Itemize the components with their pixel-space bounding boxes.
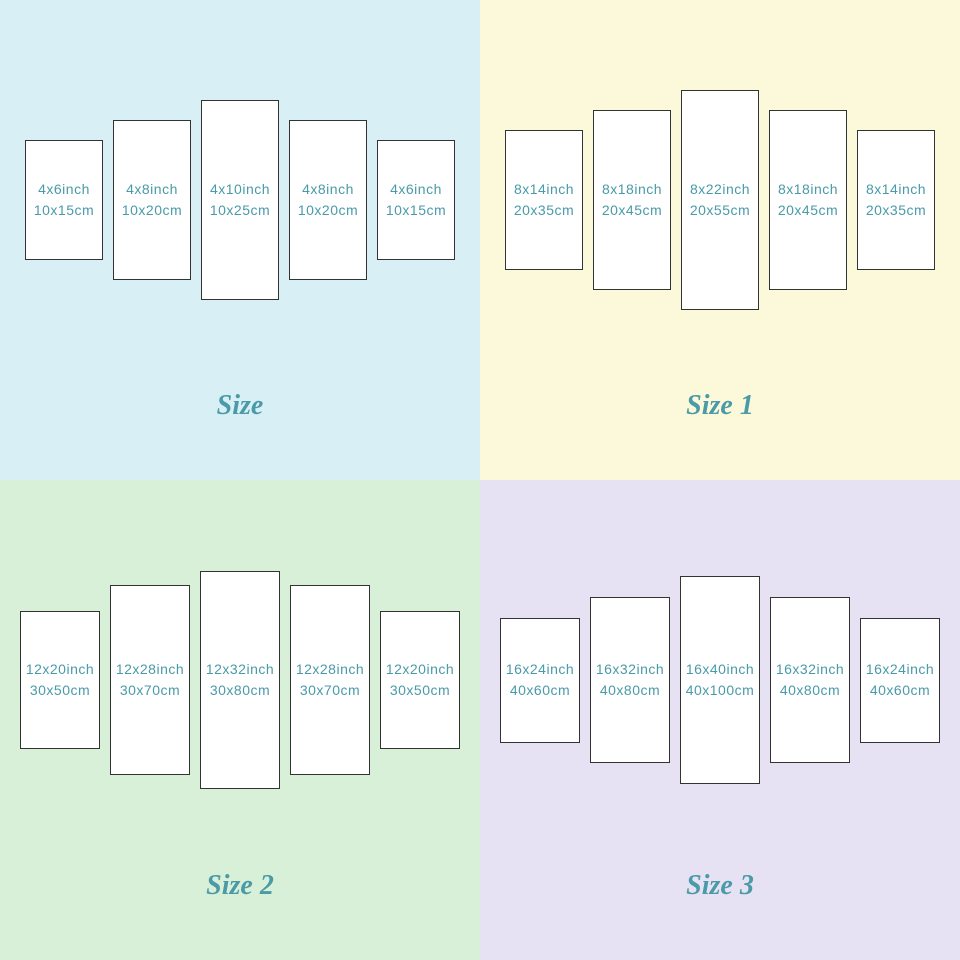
panel-inch-label: 8x18inch xyxy=(602,179,662,200)
panels-row: 12x20inch30x50cm12x28inch30x70cm12x32inc… xyxy=(20,540,460,820)
panel-inch-label: 16x24inch xyxy=(506,659,574,680)
panel-cm-label: 30x70cm xyxy=(300,680,360,701)
panel-1: 12x28inch30x70cm xyxy=(110,585,190,775)
panel-0: 8x14inch20x35cm xyxy=(505,130,583,270)
panel-cm-label: 10x15cm xyxy=(386,200,446,221)
panel-cm-label: 20x45cm xyxy=(778,200,838,221)
panel-2: 12x32inch30x80cm xyxy=(200,571,280,789)
panel-4: 4x6inch10x15cm xyxy=(377,140,455,260)
size-quadrant-1: 8x14inch20x35cm8x18inch20x45cm8x22inch20… xyxy=(480,0,960,480)
panels-row: 4x6inch10x15cm4x8inch10x20cm4x10inch10x2… xyxy=(25,60,455,340)
panel-inch-label: 12x28inch xyxy=(116,659,184,680)
panel-cm-label: 30x70cm xyxy=(120,680,180,701)
panel-cm-label: 20x35cm xyxy=(866,200,926,221)
size-quadrant-3: 16x24inch40x60cm16x32inch40x80cm16x40inc… xyxy=(480,480,960,960)
panel-4: 12x20inch30x50cm xyxy=(380,611,460,749)
panel-3: 12x28inch30x70cm xyxy=(290,585,370,775)
panel-2: 4x10inch10x25cm xyxy=(201,100,279,300)
panel-cm-label: 30x50cm xyxy=(390,680,450,701)
panel-2: 8x22inch20x55cm xyxy=(681,90,759,310)
panel-inch-label: 16x32inch xyxy=(596,659,664,680)
panel-cm-label: 40x100cm xyxy=(686,680,755,701)
panel-1: 16x32inch40x80cm xyxy=(590,597,670,763)
panel-cm-label: 20x45cm xyxy=(602,200,662,221)
panel-cm-label: 10x25cm xyxy=(210,200,270,221)
panel-inch-label: 8x14inch xyxy=(866,179,926,200)
panel-cm-label: 40x80cm xyxy=(600,680,660,701)
panels-row: 16x24inch40x60cm16x32inch40x80cm16x40inc… xyxy=(500,540,940,820)
panel-inch-label: 8x14inch xyxy=(514,179,574,200)
panel-2: 16x40inch40x100cm xyxy=(680,576,760,784)
panel-3: 8x18inch20x45cm xyxy=(769,110,847,290)
panel-cm-label: 30x80cm xyxy=(210,680,270,701)
panel-0: 12x20inch30x50cm xyxy=(20,611,100,749)
panel-inch-label: 4x8inch xyxy=(302,179,354,200)
size-quadrant-0: 4x6inch10x15cm4x8inch10x20cm4x10inch10x2… xyxy=(0,0,480,480)
panel-inch-label: 16x40inch xyxy=(686,659,754,680)
panel-1: 4x8inch10x20cm xyxy=(113,120,191,280)
panel-3: 16x32inch40x80cm xyxy=(770,597,850,763)
size-title: Size 2 xyxy=(206,870,274,902)
panel-cm-label: 10x20cm xyxy=(122,200,182,221)
panel-inch-label: 12x32inch xyxy=(206,659,274,680)
panel-cm-label: 30x50cm xyxy=(30,680,90,701)
panel-inch-label: 16x24inch xyxy=(866,659,934,680)
panel-cm-label: 20x55cm xyxy=(690,200,750,221)
panels-row: 8x14inch20x35cm8x18inch20x45cm8x22inch20… xyxy=(505,60,935,340)
panel-cm-label: 40x60cm xyxy=(870,680,930,701)
panel-cm-label: 10x15cm xyxy=(34,200,94,221)
panel-inch-label: 8x18inch xyxy=(778,179,838,200)
size-title: Size 1 xyxy=(686,390,754,422)
panel-4: 8x14inch20x35cm xyxy=(857,130,935,270)
panel-cm-label: 40x60cm xyxy=(510,680,570,701)
panel-inch-label: 4x6inch xyxy=(38,179,90,200)
panel-0: 16x24inch40x60cm xyxy=(500,618,580,743)
panel-cm-label: 10x20cm xyxy=(298,200,358,221)
panel-inch-label: 8x22inch xyxy=(690,179,750,200)
size-title: Size xyxy=(217,390,264,422)
panel-3: 4x8inch10x20cm xyxy=(289,120,367,280)
size-title: Size 3 xyxy=(686,870,754,902)
panel-1: 8x18inch20x45cm xyxy=(593,110,671,290)
panel-inch-label: 12x20inch xyxy=(26,659,94,680)
panel-inch-label: 16x32inch xyxy=(776,659,844,680)
panel-cm-label: 20x35cm xyxy=(514,200,574,221)
panel-cm-label: 40x80cm xyxy=(780,680,840,701)
panel-inch-label: 4x10inch xyxy=(210,179,270,200)
panel-4: 16x24inch40x60cm xyxy=(860,618,940,743)
panel-0: 4x6inch10x15cm xyxy=(25,140,103,260)
panel-inch-label: 4x8inch xyxy=(126,179,178,200)
panel-inch-label: 12x28inch xyxy=(296,659,364,680)
size-quadrant-2: 12x20inch30x50cm12x28inch30x70cm12x32inc… xyxy=(0,480,480,960)
panel-inch-label: 12x20inch xyxy=(386,659,454,680)
panel-inch-label: 4x6inch xyxy=(390,179,442,200)
